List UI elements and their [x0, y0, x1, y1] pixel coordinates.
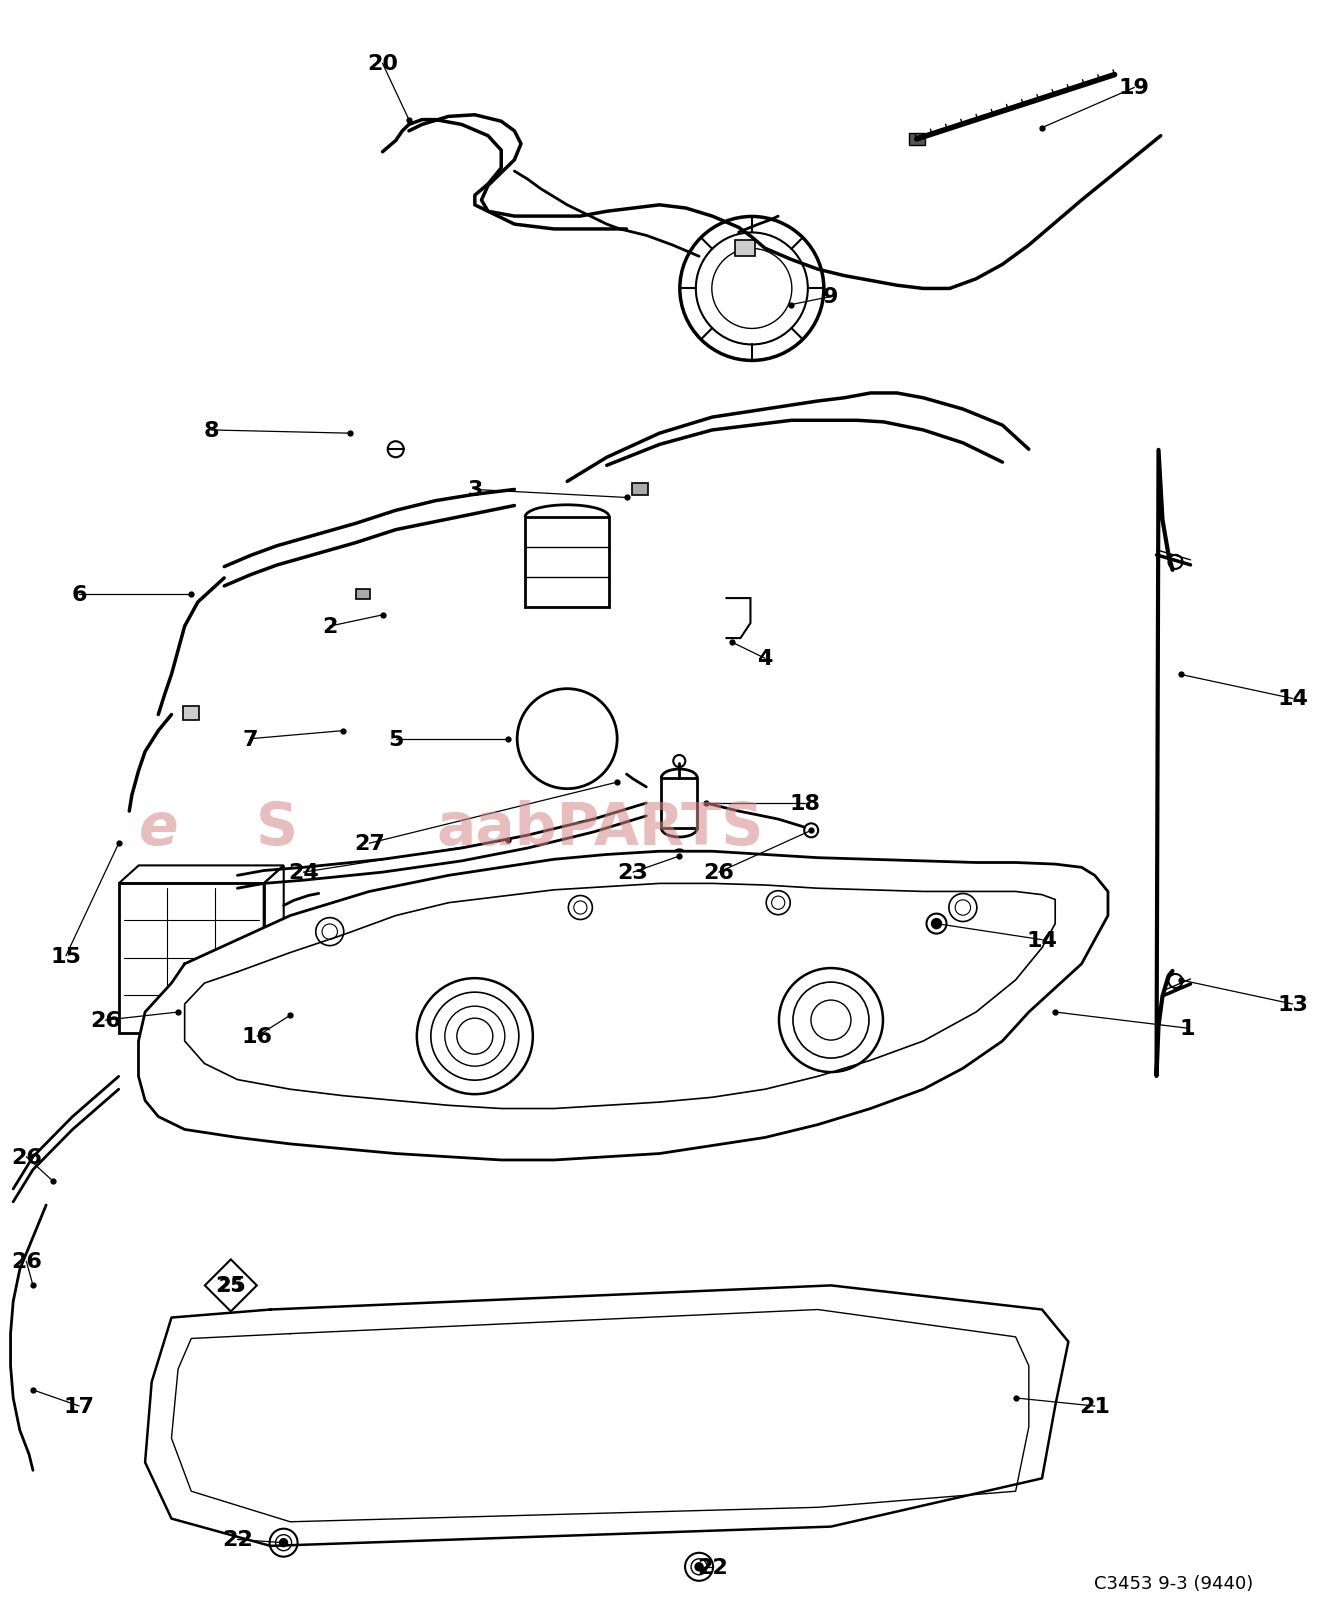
Text: 1: 1 — [1179, 1019, 1195, 1038]
Text: 22: 22 — [696, 1557, 728, 1576]
Circle shape — [931, 919, 942, 929]
Text: 13: 13 — [1277, 995, 1308, 1014]
Text: C3453 9-3 (9440): C3453 9-3 (9440) — [1095, 1573, 1253, 1593]
Text: 20: 20 — [367, 55, 398, 74]
Text: 25: 25 — [215, 1276, 247, 1295]
Text: 14: 14 — [1277, 689, 1308, 709]
Text: 26: 26 — [90, 1011, 121, 1030]
Text: 24: 24 — [288, 863, 319, 882]
Text: 25: 25 — [219, 1276, 243, 1295]
Text: 15: 15 — [50, 947, 82, 966]
Text: aabPARTS: aabPARTS — [437, 799, 764, 857]
Bar — [119, 884, 264, 1033]
Bar — [632, 484, 648, 497]
Bar — [661, 778, 698, 829]
Text: 18: 18 — [789, 794, 820, 813]
Text: 26: 26 — [11, 1147, 42, 1167]
Text: 8: 8 — [203, 421, 219, 440]
Text: 2: 2 — [322, 617, 338, 636]
Bar — [525, 517, 609, 607]
Text: 3: 3 — [467, 480, 483, 500]
Text: e: e — [138, 799, 178, 857]
Text: 9: 9 — [823, 288, 839, 307]
Polygon shape — [145, 1286, 1068, 1546]
Text: 5: 5 — [388, 730, 404, 749]
Text: 27: 27 — [353, 834, 385, 853]
Text: 22: 22 — [222, 1530, 253, 1549]
Text: 4: 4 — [757, 649, 773, 669]
Bar — [735, 241, 756, 257]
Text: 26: 26 — [11, 1252, 42, 1271]
Text: 19: 19 — [1119, 79, 1150, 98]
Text: 17: 17 — [63, 1396, 95, 1416]
Text: S: S — [256, 799, 298, 857]
Bar — [356, 590, 369, 599]
Text: 26: 26 — [703, 863, 735, 882]
Text: 21: 21 — [1079, 1396, 1111, 1416]
Bar — [183, 707, 199, 720]
Circle shape — [695, 1564, 703, 1570]
Text: 6: 6 — [71, 585, 87, 604]
Text: 16: 16 — [241, 1027, 273, 1046]
Text: 7: 7 — [243, 730, 259, 749]
Circle shape — [673, 850, 686, 863]
Bar — [909, 133, 925, 146]
Text: 23: 23 — [617, 863, 649, 882]
Text: 14: 14 — [1026, 930, 1058, 950]
Circle shape — [280, 1540, 288, 1546]
Polygon shape — [138, 852, 1108, 1160]
